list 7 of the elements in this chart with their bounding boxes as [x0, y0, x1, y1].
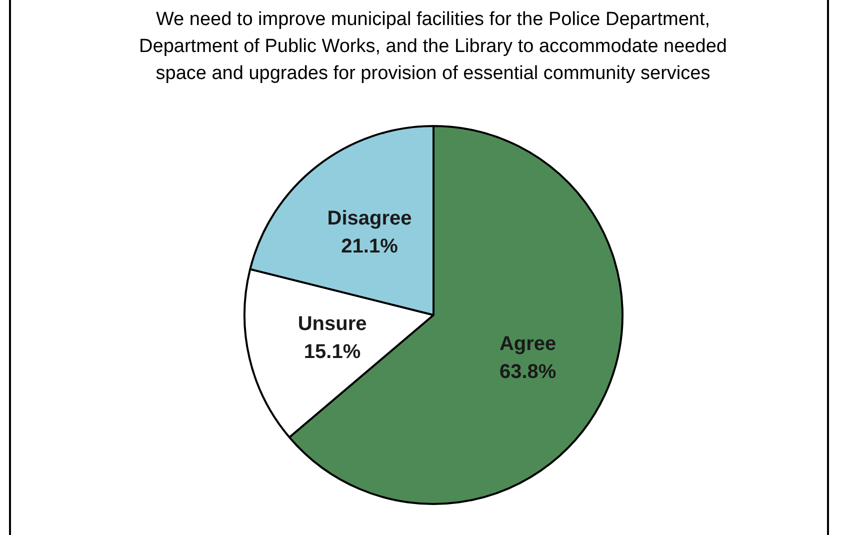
chart-title: We need to improve municipal facilities for the Police Department, Department of Public Works, and the Library to accommodate needed space and upgrades for provision of essential community services [138, 8, 728, 86]
slice-label: Agree [499, 333, 556, 356]
slice-label: Unsure [298, 313, 367, 336]
data-label: 21.1% [341, 236, 398, 258]
slice-label: Disagree [327, 208, 412, 230]
data-label: 63.8% [499, 361, 556, 384]
data-label: 15.1% [304, 341, 361, 364]
